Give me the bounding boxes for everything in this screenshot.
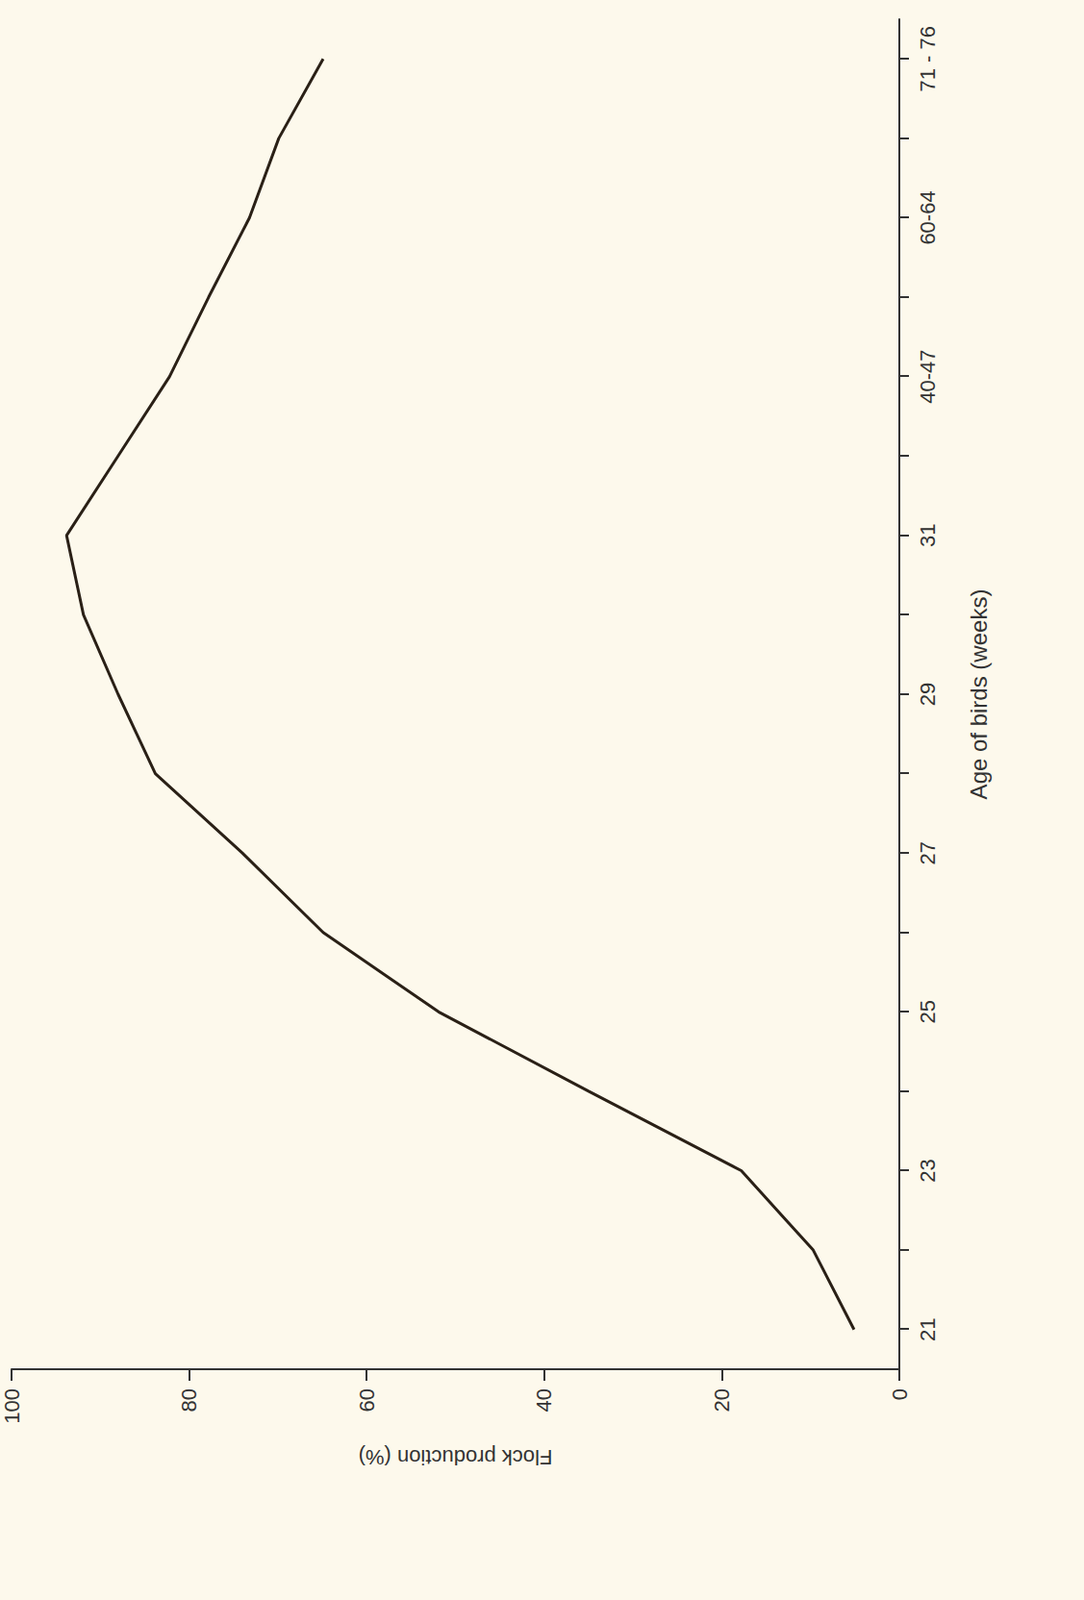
svg-text:Flock production (%): Flock production (%) (358, 1445, 554, 1470)
svg-text:40-47: 40-47 (915, 350, 940, 404)
svg-text:29: 29 (915, 682, 940, 706)
svg-text:20: 20 (709, 1388, 734, 1412)
svg-text:31: 31 (915, 524, 940, 548)
svg-text:80: 80 (176, 1388, 202, 1412)
svg-text:23: 23 (915, 1159, 940, 1183)
svg-text:71 - 76: 71 - 76 (915, 25, 940, 93)
svg-text:0: 0 (887, 1388, 912, 1401)
svg-text:25: 25 (915, 1000, 940, 1024)
svg-text:60-64: 60-64 (915, 190, 940, 245)
svg-text:40: 40 (531, 1388, 556, 1412)
svg-text:60: 60 (354, 1388, 379, 1412)
svg-text:27: 27 (915, 841, 940, 865)
svg-text:100: 100 (0, 1388, 25, 1425)
svg-text:21: 21 (915, 1317, 940, 1341)
svg-text:Age of birds (weeks): Age of birds (weeks) (965, 589, 992, 801)
